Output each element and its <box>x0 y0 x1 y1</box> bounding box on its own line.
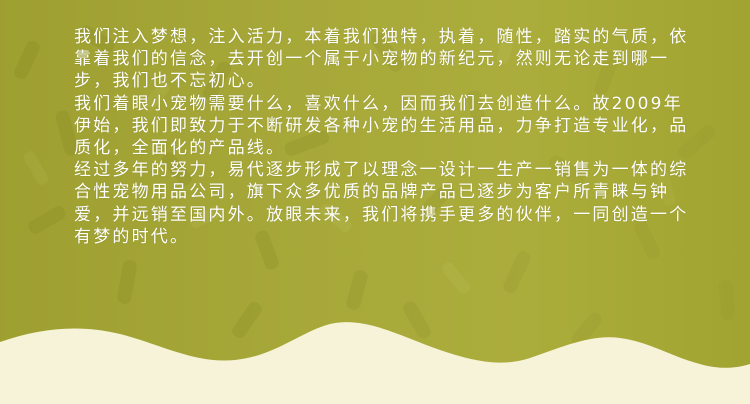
cream-wave-divider <box>0 322 750 404</box>
intro-paragraph-2: 我们着眼小宠物需要什么，喜欢什么，因而我们去创造什么。故2009年伊始，我们即致… <box>74 93 689 159</box>
intro-paragraph-1: 我们注入梦想，注入活力，本着我们独特，执着，随性，踏实的气质，依靠着我们的信念，… <box>74 27 689 92</box>
intro-paragraph-3: 经过多年的努力，易代逐步形成了以理念一设计一生产一销售为一体的综合性宠物用品公司… <box>74 160 689 247</box>
company-intro-text: 我们注入梦想，注入活力，本着我们独特，执着，随性，踏实的气质，依靠着我们的信念，… <box>74 26 694 248</box>
